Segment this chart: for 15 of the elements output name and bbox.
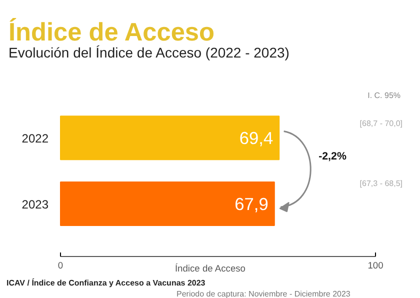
text: I. C. 95% — [368, 91, 401, 100]
annotation: [68,7 - 70,0] — [360, 119, 403, 128]
text: ICAV / Índice de Confianza y Acceso a Vacunas 2023 — [6, 278, 206, 288]
x-tick-label: 100 — [368, 260, 384, 270]
annotation: -2,2% — [318, 150, 347, 162]
annotation: [67,3 - 68,5] — [360, 179, 403, 188]
data-label: 69,4 — [239, 128, 274, 148]
chart-title: Índice de Acceso — [8, 18, 214, 46]
x-axis-title: Índice de Acceso — [174, 262, 246, 274]
y-tick-label: 2023 — [22, 197, 49, 212]
data-label: 67,9 — [234, 194, 268, 214]
text: Periodo de captura: Noviembre - Diciembre 2023 — [176, 290, 351, 298]
chart-subtitle: Evolución del Índice de Acceso (2022 - 2023) — [8, 44, 290, 60]
x-tick-label: 0 — [58, 260, 64, 270]
y-tick-label: 2022 — [22, 131, 49, 146]
